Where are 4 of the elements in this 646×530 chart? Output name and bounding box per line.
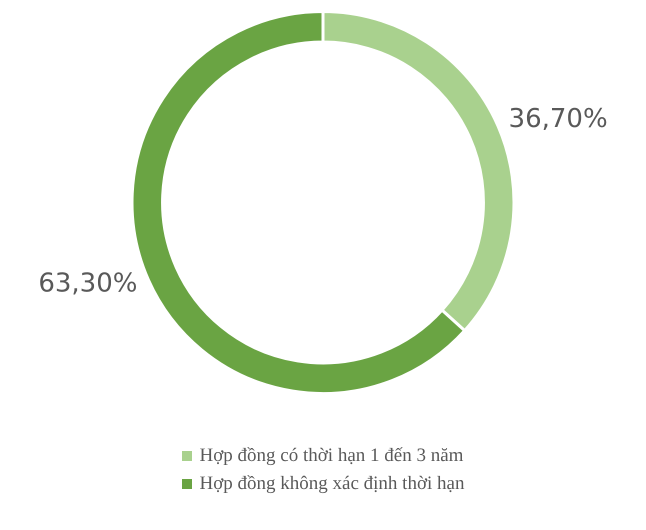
legend-label: Hợp đồng có thời hạn 1 đến 3 năm [200,445,464,467]
data-label: 63,30% [38,268,138,299]
data-label: 36,70% [508,104,608,134]
legend-label: Hợp đồng không xác định thời hạn [200,473,464,495]
